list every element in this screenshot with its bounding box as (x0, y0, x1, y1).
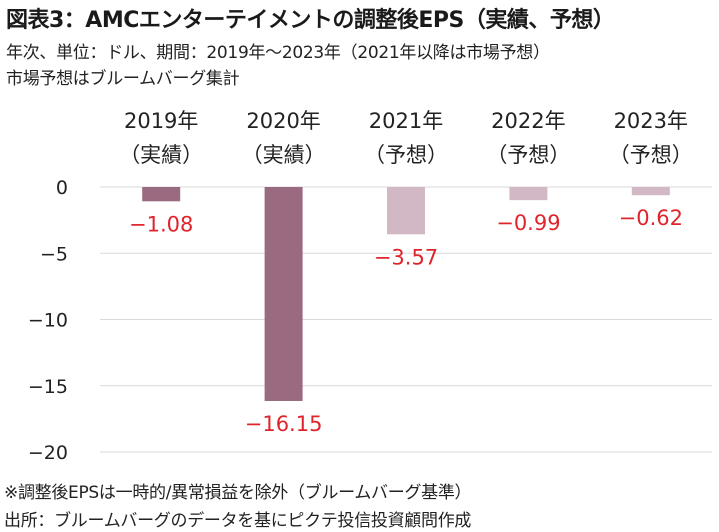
chart-source-note: 市場予想はブルームバーグ集計 (6, 69, 240, 89)
x-category-year: 2020年 (246, 109, 320, 133)
bar (509, 187, 548, 201)
y-tick-label: −15 (28, 376, 68, 398)
gridlines (100, 186, 712, 453)
x-category-year: 2022年 (491, 109, 565, 133)
x-category-year: 2019年 (124, 109, 198, 133)
bar (631, 187, 670, 196)
data-label: −0.62 (619, 206, 683, 230)
x-category-kind: （予想） (609, 143, 693, 167)
y-tick-label: 0 (56, 177, 68, 199)
y-tick-label: −20 (28, 442, 68, 464)
chart-title: 図表3：AMCエンターテイメントの調整後EPS（実績、予想） (6, 8, 615, 33)
footnote-adjusted-eps: ※調整後EPSは一時的/異常損益を除外（ブルームバーグ基準） (4, 483, 472, 503)
chart-subtitle: 年次、単位：ドル、期間：2019年～2023年（2021年以降は市場予想） (6, 43, 550, 63)
x-category-kind: （予想） (486, 143, 570, 167)
bar (387, 187, 425, 235)
data-label: −1.08 (129, 212, 193, 236)
x-category-kind: （予想） (364, 143, 448, 167)
data-label: −3.57 (374, 245, 438, 269)
x-category-kind: （実績） (119, 143, 203, 167)
y-axis-ticks: 0 −5 −10 −15 −20 (28, 177, 68, 464)
bar (142, 187, 181, 202)
x-category-year: 2023年 (614, 109, 688, 133)
y-tick-label: −5 (40, 243, 68, 265)
data-label: −0.99 (496, 211, 560, 235)
bar (264, 187, 303, 401)
x-category-year: 2021年 (369, 109, 443, 133)
data-label: −16.15 (245, 412, 323, 436)
footnote-source: 出所：ブルームバーグのデータを基にピクテ投信投資顧問作成 (4, 511, 472, 531)
x-category-kind: （実績） (242, 143, 326, 167)
bars (142, 187, 670, 401)
data-labels: −1.08 −16.15 −3.57 −0.99 −0.62 (129, 206, 683, 436)
y-tick-label: −10 (28, 310, 68, 332)
x-axis-categories: 2019年 （実績） 2020年 （実績） 2021年 （予想） 2022年 （予想） 2023… (119, 109, 693, 167)
